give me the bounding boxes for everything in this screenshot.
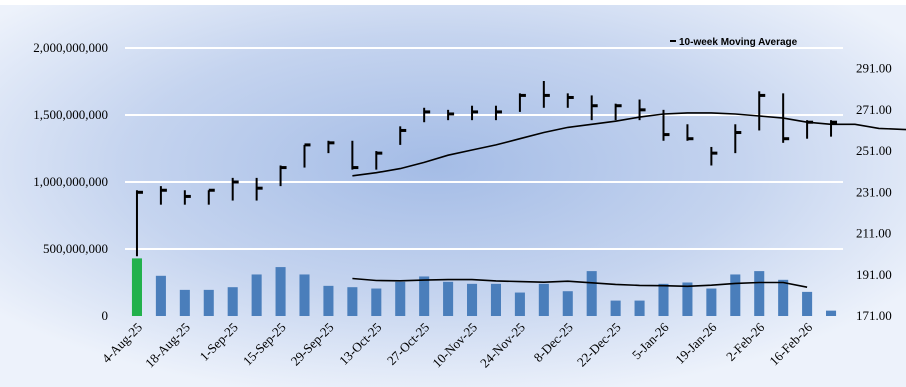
- volume-bar: [490, 283, 501, 316]
- price-bar: [710, 146, 718, 166]
- price-bar: [614, 103, 622, 121]
- price-bar: [447, 109, 455, 121]
- volume-bar: [586, 271, 597, 316]
- volume-bar: [778, 279, 789, 316]
- price-bar: [590, 95, 598, 121]
- price-bar: [423, 107, 431, 123]
- price-bar: [255, 177, 263, 201]
- left-axis-tick-label: 0: [102, 308, 109, 323]
- price-bar: [830, 120, 838, 137]
- price-bar: [518, 93, 526, 112]
- volume-bar: [371, 288, 382, 316]
- legend-entry: 10-week Moving Average: [679, 37, 798, 48]
- right-axis-tick-label: 211.00: [856, 226, 891, 241]
- volume-bar: [347, 287, 358, 316]
- volume-bar: [658, 283, 669, 316]
- volume-bar: [323, 285, 334, 316]
- price-bar: [303, 143, 311, 168]
- volume-bar: [203, 289, 214, 316]
- volume-bar: [299, 274, 310, 316]
- plot-background: [0, 5, 906, 387]
- volume-bar: [131, 258, 142, 316]
- price-bar: [135, 190, 143, 257]
- left-axis-tick-label: 1,500,000,000: [33, 107, 108, 122]
- price-bar: [351, 140, 359, 170]
- volume-bar: [730, 274, 741, 316]
- volume-bar: [754, 271, 765, 316]
- volume-bar: [227, 287, 238, 316]
- volume-bar: [419, 276, 430, 316]
- price-bar: [399, 126, 407, 145]
- volume-bar: [706, 288, 717, 316]
- legend: 10-week Moving Average: [670, 37, 798, 48]
- price-moving-average-line: [352, 112, 906, 177]
- price-bar: [279, 165, 287, 187]
- volume-bar: [179, 289, 190, 316]
- price-bar: [566, 93, 574, 108]
- volume-bar: [802, 291, 813, 316]
- volume-bar: [155, 275, 166, 316]
- price-bar: [327, 140, 335, 154]
- volume-bar: [538, 283, 549, 316]
- volume-bar: [682, 282, 693, 316]
- volume-bar: [514, 292, 525, 316]
- right-axis-tick-label: 271.00: [856, 102, 892, 117]
- left-axis-tick-label: 500,000,000: [43, 241, 108, 256]
- price-bar: [375, 151, 383, 170]
- volume-bar: [443, 281, 454, 316]
- volume-bar: [395, 281, 406, 316]
- price-bar: [758, 91, 766, 131]
- volume-bar: [562, 291, 573, 316]
- right-axis-tick-label: 291.00: [856, 61, 892, 76]
- volume-bar: [251, 274, 262, 316]
- left-axis-tick-label: 1,000,000,000: [33, 174, 108, 189]
- price-bar: [183, 190, 191, 205]
- volume-bar: [467, 283, 478, 316]
- price-bar: [494, 105, 502, 121]
- price-bar: [662, 109, 670, 141]
- price-bar: [159, 186, 167, 205]
- right-axis-tick-label: 171.00: [856, 308, 892, 323]
- price-bar: [231, 177, 239, 201]
- price-bar: [207, 188, 215, 205]
- volume-bar: [634, 300, 645, 316]
- right-axis-tick-label: 191.00: [856, 267, 892, 282]
- volume-bar: [610, 300, 621, 316]
- right-axis-tick-label: 231.00: [856, 184, 892, 199]
- volume-moving-average-line: [352, 277, 808, 288]
- price-bar: [686, 124, 694, 141]
- price-bar: [542, 80, 550, 108]
- top-border: [0, 0, 906, 5]
- left-axis-tick-label: 2,000,000,000: [33, 40, 108, 55]
- volume-bar: [275, 267, 286, 316]
- price-bar: [471, 105, 479, 121]
- right-axis-tick-label: 251.00: [856, 143, 892, 158]
- volume-bar: [826, 310, 837, 316]
- price-bar: [734, 124, 742, 154]
